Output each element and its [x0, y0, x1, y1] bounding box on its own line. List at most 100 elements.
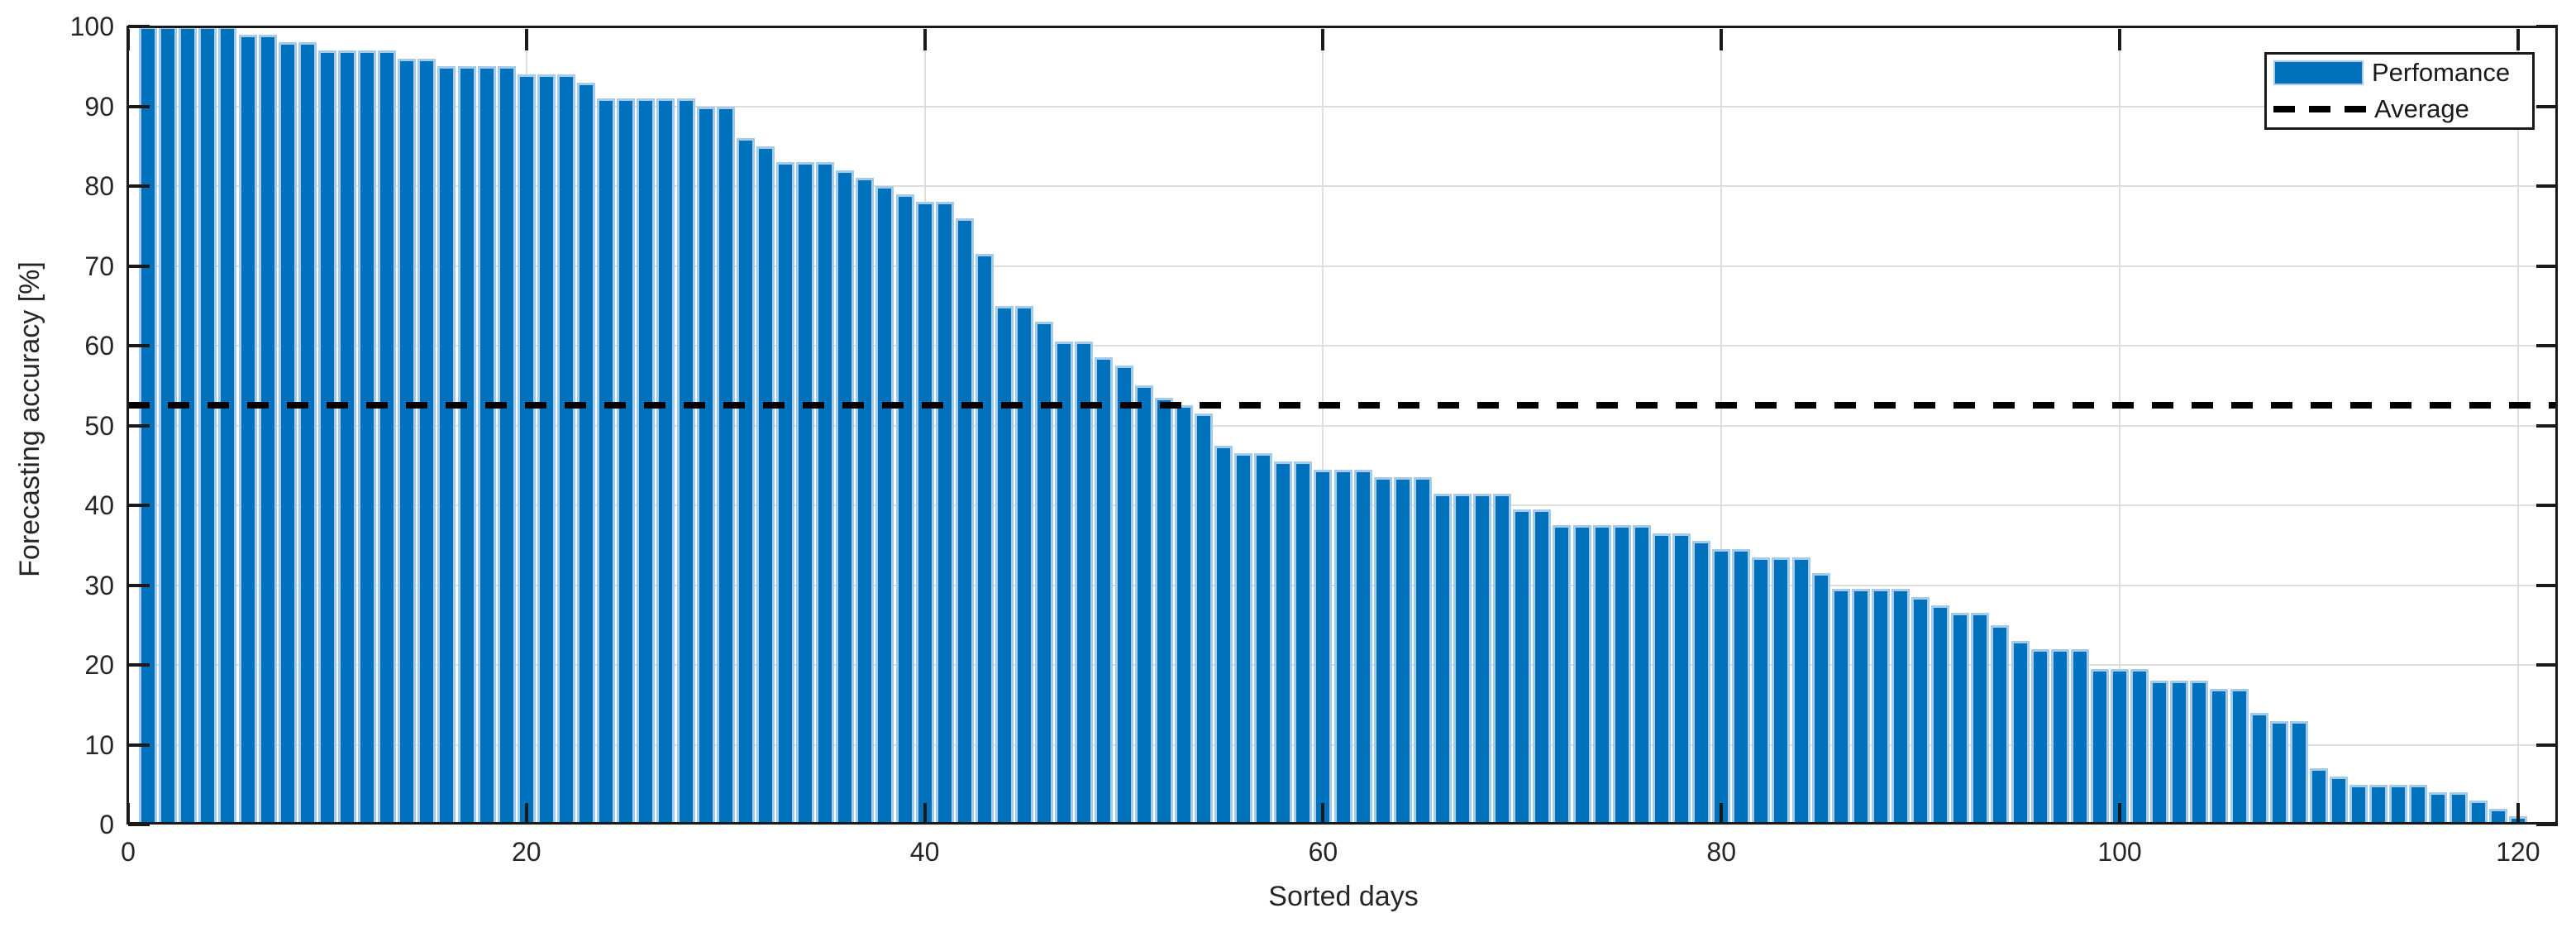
bar: [577, 82, 596, 825]
bar: [875, 186, 894, 825]
legend-item-performance: Perfomance: [2273, 55, 2532, 91]
x-tick-mark-top: [126, 29, 130, 50]
y-tick-mark-right: [2536, 104, 2558, 108]
y-tick-mark-right: [2536, 423, 2558, 428]
average-dashed-line-icon: [2273, 106, 2366, 112]
bar: [417, 58, 436, 825]
y-gridline: [128, 185, 2558, 187]
x-tick-mark: [2516, 803, 2520, 825]
bar: [1991, 624, 2010, 825]
bar: [378, 50, 397, 825]
bar: [317, 50, 336, 825]
bar: [2469, 801, 2488, 825]
bar: [696, 106, 715, 825]
bar: [775, 162, 794, 825]
bar: [2409, 784, 2428, 825]
bar: [278, 42, 297, 825]
bar: [2289, 720, 2308, 825]
bar: [895, 194, 914, 825]
y-tick-mark: [128, 25, 150, 28]
bar: [975, 254, 994, 825]
bar: [716, 106, 735, 825]
x-tick-mark: [1720, 803, 1724, 825]
bar: [1553, 525, 1572, 825]
x-tick-label: 20: [512, 837, 541, 867]
bar: [1891, 589, 1911, 825]
x-tick-mark: [923, 803, 927, 825]
bar: [556, 74, 575, 825]
bar: [2070, 648, 2089, 825]
bar: [736, 138, 755, 825]
bar: [179, 26, 198, 825]
x-tick-label: 0: [121, 837, 136, 867]
y-tick-mark-right: [2536, 25, 2558, 28]
bar: [1931, 605, 1950, 825]
bar: [1075, 342, 1094, 825]
bar: [1951, 613, 1970, 825]
bar: [1473, 493, 1492, 825]
x-gridline: [1322, 26, 1324, 825]
bar: [1194, 414, 1213, 825]
y-tick-label: 70: [84, 251, 114, 281]
bar: [477, 66, 496, 825]
y-tick-mark: [128, 104, 150, 108]
x-tick-label: 80: [1706, 837, 1736, 867]
bar: [1652, 533, 1671, 825]
bar: [1214, 445, 1233, 825]
y-tick-mark: [128, 264, 150, 268]
bar: [398, 58, 417, 825]
x-tick-mark-top: [1321, 29, 1325, 50]
average-line: [128, 402, 2558, 409]
x-tick-mark-top: [2516, 29, 2520, 50]
y-tick-label: 20: [84, 650, 114, 680]
bar: [915, 202, 934, 825]
legend-item-average: Average: [2273, 91, 2532, 127]
bar: [2030, 648, 2049, 825]
bar: [1154, 397, 1173, 825]
bar: [298, 42, 317, 825]
bar: [1373, 477, 1392, 825]
bar: [1752, 557, 1771, 825]
bar: [816, 162, 835, 825]
bar: [2210, 688, 2229, 825]
bar: [2150, 681, 2169, 825]
y-tick-mark: [128, 423, 150, 428]
bar: [597, 98, 616, 825]
performance-bar-swatch-icon: [2273, 60, 2364, 85]
bar: [198, 26, 217, 825]
bar: [1035, 322, 1054, 825]
y-tick-label: 90: [84, 91, 114, 122]
y-tick-label: 30: [84, 570, 114, 600]
y-tick-mark-right: [2536, 504, 2558, 507]
bar: [2429, 792, 2448, 825]
bar: [358, 50, 377, 825]
legend-label-average: Average: [2374, 94, 2469, 123]
bar: [2130, 668, 2149, 825]
x-tick-mark-top: [1720, 29, 1724, 50]
bar: [1353, 469, 1372, 825]
bar: [1791, 557, 1810, 825]
bar: [238, 34, 257, 825]
bar: [1513, 509, 1532, 825]
bar: [1114, 366, 1133, 825]
y-tick-mark-right: [2536, 184, 2558, 188]
bar: [1055, 342, 1074, 825]
bar: [1453, 493, 1472, 825]
y-tick-label: 40: [84, 490, 114, 520]
y-tick-mark-right: [2536, 823, 2558, 826]
bar: [1393, 477, 1412, 825]
bar: [537, 74, 556, 825]
bar: [2170, 681, 2189, 825]
y-tick-mark: [128, 663, 150, 667]
x-gridline: [2119, 26, 2121, 825]
y-tick-mark: [128, 823, 150, 826]
y-axis-label: Forecasting accuracy [%]: [14, 261, 45, 577]
bar: [1871, 589, 1890, 825]
y-tick-label: 60: [84, 331, 114, 361]
y-gridline: [128, 265, 2558, 267]
bar: [1732, 549, 1751, 825]
x-tick-label: 120: [2496, 837, 2540, 867]
y-gridline: [128, 345, 2558, 347]
bar: [2389, 784, 2408, 825]
bar: [2330, 777, 2348, 825]
